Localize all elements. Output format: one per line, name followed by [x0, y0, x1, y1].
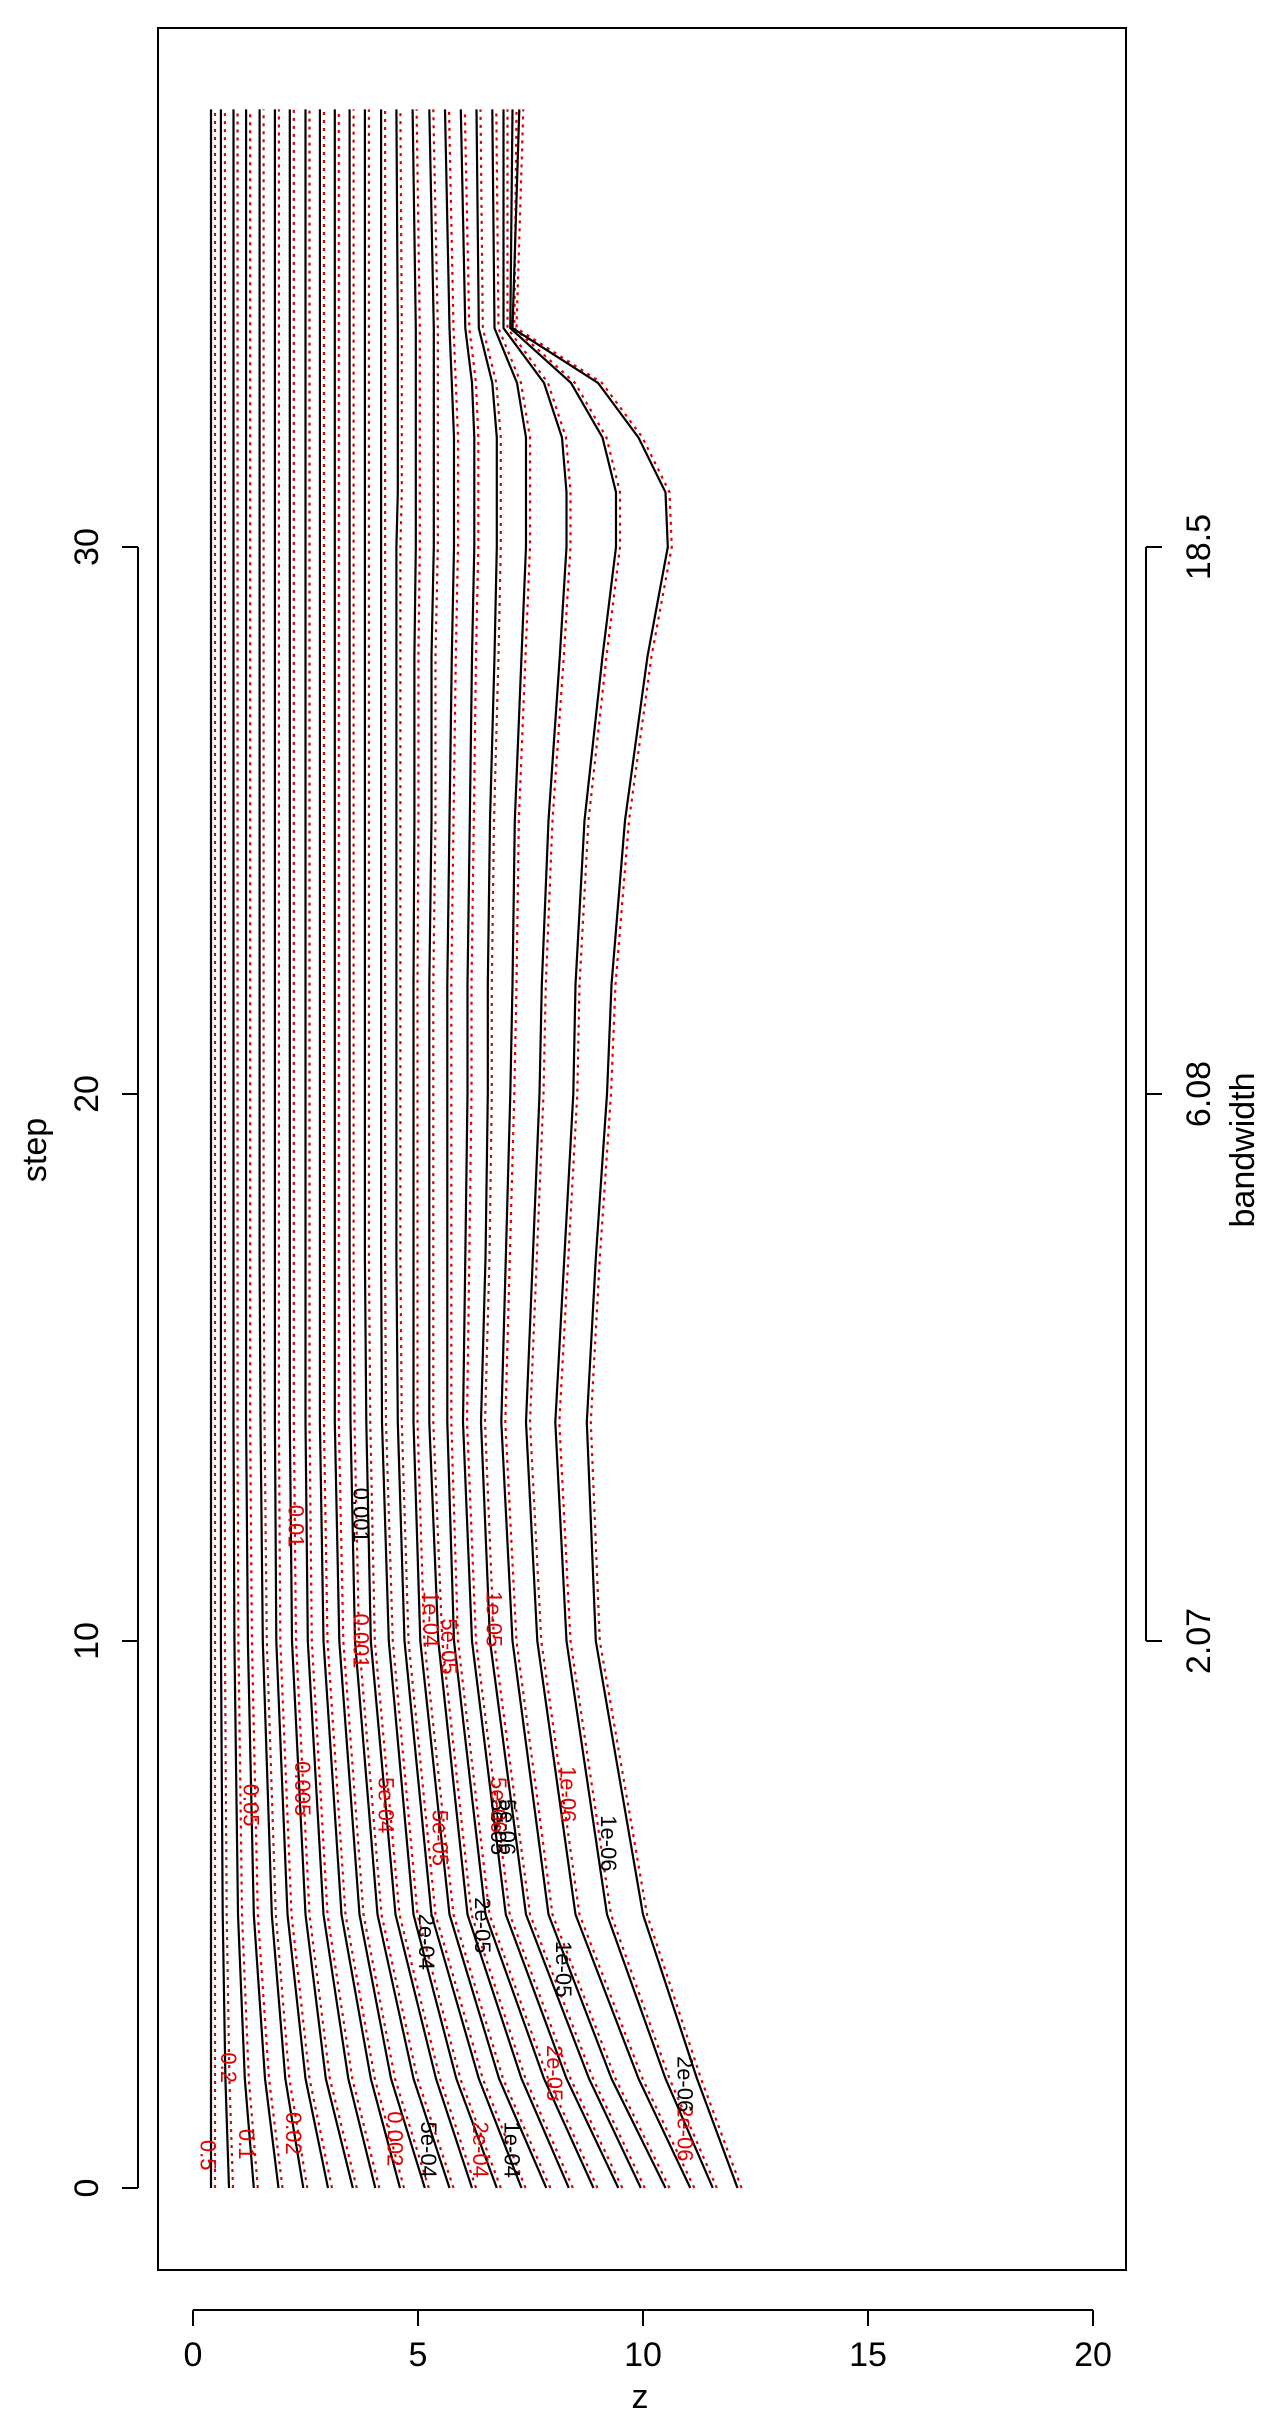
contour-label-1e05-red: 1e-05: [481, 1591, 506, 1647]
x-axis-title: z: [632, 2378, 649, 2416]
contour-dotted-15: [432, 109, 574, 2189]
contour-dotted-11: [367, 109, 478, 2189]
contour-label-5e04-black: 5e-04: [416, 2122, 441, 2178]
contour-solid-3: [245, 109, 280, 2189]
x-tick-label: 15: [849, 2336, 887, 2374]
contour-solid-9: [333, 109, 426, 2189]
contour-solid-4: [258, 109, 305, 2189]
contour-solid-10: [348, 109, 451, 2189]
contour-solid-22: [511, 109, 739, 2189]
y-tick-label: 0: [68, 2179, 106, 2198]
contour-dotted-9: [337, 109, 430, 2189]
y-axis: 0 10 20 30: [68, 528, 139, 2198]
contour-dotted-21: [513, 109, 718, 2189]
contour-solid-1: [219, 109, 231, 2189]
contour-label-1e04-red: 1e-04: [418, 1591, 443, 1647]
contour-dotted-8: [322, 109, 406, 2189]
contour-label-5e06-black: 5e-06: [495, 1799, 520, 1855]
contour-dotted-5: [277, 109, 334, 2189]
contour-label-2e05-black: 2e-05: [470, 1897, 495, 1953]
y-tick-label: 30: [68, 528, 106, 566]
contour-label-5e05-red: 5e-05: [427, 1810, 452, 1866]
secondary-y-axis: 2.07 6.08 18.5: [1145, 514, 1218, 1674]
x-axis: 0 5 10 15 20: [184, 2309, 1112, 2374]
contour-label-02-red: 0.2: [216, 2052, 241, 2083]
contour-solid-11: [363, 109, 474, 2189]
contour-dotted-19: [495, 109, 671, 2189]
contour-label-0005-red: 0.005: [290, 1761, 315, 1816]
contour-label-0002-red: 0.002: [382, 2111, 407, 2166]
secondary-y-tick-label: 2.07: [1180, 1608, 1218, 1674]
contour-label-5e04-red: 5e-04: [373, 1777, 398, 1833]
contour-dotted-1: [223, 109, 235, 2189]
contour-label-2e05-red: 2e-05: [542, 2045, 567, 2101]
contour-label-005-red: 0.05: [238, 1784, 263, 1827]
contour-label-2e06-black: 2e-06: [673, 2056, 698, 2112]
contour-solid-20: [502, 109, 692, 2189]
contour-dotted-20: [506, 109, 696, 2189]
secondary-y-tick-label: 6.08: [1180, 1061, 1218, 1127]
contour-solid-6: [288, 109, 354, 2189]
x-tick-label: 20: [1074, 2336, 1112, 2374]
contour-label-1e06-red: 1e-06: [556, 1766, 581, 1822]
contour-dotted-6: [292, 109, 358, 2189]
contour-solid-16: [443, 109, 595, 2189]
contour-label-002-red: 0.02: [281, 2112, 306, 2155]
contour-label-5e05-red: 5e-05: [436, 1618, 461, 1674]
contour-label-2e04-red: 2e-04: [468, 2122, 493, 2178]
x-tick-label: 10: [624, 2336, 662, 2374]
plot-frame: [157, 27, 1127, 2271]
secondary-y-tick-label: 18.5: [1180, 514, 1218, 580]
contour-solid-13: [395, 109, 523, 2189]
contour-label-05-red: 0.5: [196, 2140, 221, 2171]
contour-solid-14: [411, 109, 548, 2189]
contour-solid-18: [475, 109, 642, 2189]
contour-dotted-18: [479, 109, 646, 2189]
contour-solid-21: [509, 109, 714, 2189]
contour-label-001-red: 0.01: [283, 1505, 308, 1548]
contour-lines: [209, 109, 743, 2189]
contour-dotted-10: [352, 109, 455, 2189]
contour-solid-2: [232, 109, 255, 2189]
contour-label-0001-black: 0.001: [349, 1488, 374, 1543]
contour-label-1e05-black: 1e-05: [551, 1941, 576, 1997]
contour-solid-12: [380, 109, 498, 2189]
contour-label-1e04-black: 1e-04: [499, 2122, 524, 2178]
contour-label-1e06-black: 1e-06: [596, 1815, 621, 1871]
contour-labels: 0.5 0.2 0.1 0.05 0.02 0.01 0.005 0.002 0.001 0.00…: [196, 1488, 698, 2178]
contour-dotted-2: [236, 109, 259, 2189]
contour-dotted-14: [415, 109, 552, 2189]
y-tick-label: 10: [68, 1622, 106, 1660]
contour-label-5e06-red: 5e-06: [486, 1777, 511, 1833]
contour-solid-7: [304, 109, 377, 2189]
y-axis-title: step: [16, 1118, 54, 1182]
contour-solid-19: [491, 109, 667, 2189]
secondary-y-axis-title: bandwidth: [1224, 1072, 1262, 1227]
contour-label-0001-red: 0.001: [349, 1613, 374, 1668]
contour-label-5e05-black: 5e-05: [486, 1799, 511, 1855]
y-tick-label: 20: [68, 1075, 106, 1113]
contour-solid-8: [318, 109, 402, 2189]
x-tick-label: 5: [409, 2336, 428, 2374]
contour-solid-5: [273, 109, 330, 2189]
contour-label-01-red: 0.1: [234, 2129, 259, 2160]
contour-dotted-17: [463, 109, 624, 2189]
contour-dotted-16: [447, 109, 599, 2189]
contour-solid-15: [428, 109, 570, 2189]
contour-label-2e06-red: 2e-06: [673, 2105, 698, 2161]
x-tick-label: 0: [184, 2336, 203, 2374]
contour-dotted-22: [515, 109, 743, 2189]
contour-solid-17: [459, 109, 620, 2189]
contour-label-2e04-black: 2e-04: [414, 1914, 439, 1970]
contour-dotted-13: [399, 109, 527, 2189]
